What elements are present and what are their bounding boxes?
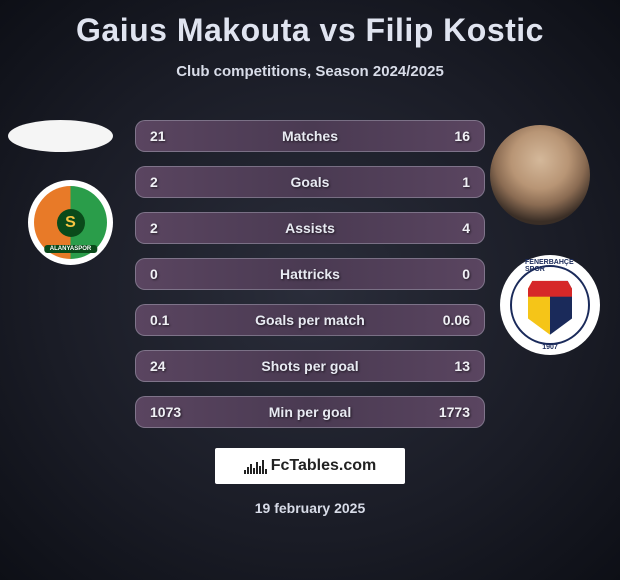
stat-right-value: 1773 bbox=[439, 404, 470, 420]
fctables-branding[interactable]: FcTables.com bbox=[215, 448, 405, 484]
bar-icon bbox=[265, 469, 267, 474]
bar-icon bbox=[244, 470, 246, 474]
alanyaspor-badge-icon: S ALANYASPOR bbox=[28, 180, 113, 265]
stat-right-value: 4 bbox=[462, 220, 470, 236]
page-title: Gaius Makouta vs Filip Kostic bbox=[0, 0, 620, 49]
stat-label: Min per goal bbox=[136, 404, 484, 420]
club-right-badge: FENERBAHÇE SPOR 1907 bbox=[500, 255, 600, 355]
stat-right-value: 0 bbox=[462, 266, 470, 282]
badge-ring-text: FENERBAHÇE SPOR 1907 bbox=[500, 255, 600, 355]
badge-center-glyph: S bbox=[57, 209, 85, 237]
bar-icon bbox=[253, 468, 255, 474]
bars-icon bbox=[244, 458, 267, 474]
stat-right-value: 16 bbox=[454, 128, 470, 144]
stat-right-value: 0.06 bbox=[443, 312, 470, 328]
stat-row: 2Goals1 bbox=[135, 166, 485, 198]
stat-row: 24Shots per goal13 bbox=[135, 350, 485, 382]
club-left-badge: S ALANYASPOR bbox=[28, 180, 113, 265]
fenerbahce-badge-icon: FENERBAHÇE SPOR 1907 bbox=[500, 255, 600, 355]
bar-icon bbox=[250, 464, 252, 474]
bar-icon bbox=[259, 466, 261, 474]
stat-label: Shots per goal bbox=[136, 358, 484, 374]
player-right-avatar bbox=[490, 125, 590, 225]
stat-label: Goals bbox=[136, 174, 484, 190]
snapshot-date: 19 february 2025 bbox=[0, 500, 620, 516]
stat-row: 0Hattricks0 bbox=[135, 258, 485, 290]
stat-right-value: 13 bbox=[454, 358, 470, 374]
stat-row: 21Matches16 bbox=[135, 120, 485, 152]
stat-row: 2Assists4 bbox=[135, 212, 485, 244]
bar-icon bbox=[256, 462, 258, 474]
stat-right-value: 1 bbox=[462, 174, 470, 190]
stat-row: 0.1Goals per match0.06 bbox=[135, 304, 485, 336]
avatar-placeholder bbox=[8, 120, 113, 152]
bar-icon bbox=[247, 467, 249, 474]
stat-row: 1073Min per goal1773 bbox=[135, 396, 485, 428]
stat-label: Hattricks bbox=[136, 266, 484, 282]
subtitle: Club competitions, Season 2024/2025 bbox=[0, 63, 620, 80]
bar-icon bbox=[262, 460, 264, 474]
stat-label: Assists bbox=[136, 220, 484, 236]
stat-label: Matches bbox=[136, 128, 484, 144]
brand-label: FcTables.com bbox=[271, 457, 377, 475]
stat-label: Goals per match bbox=[136, 312, 484, 328]
stats-list: 21Matches16 2Goals1 2Assists4 0Hattricks0 0.… bbox=[135, 120, 485, 442]
badge-band-text: ALANYASPOR bbox=[44, 245, 97, 253]
